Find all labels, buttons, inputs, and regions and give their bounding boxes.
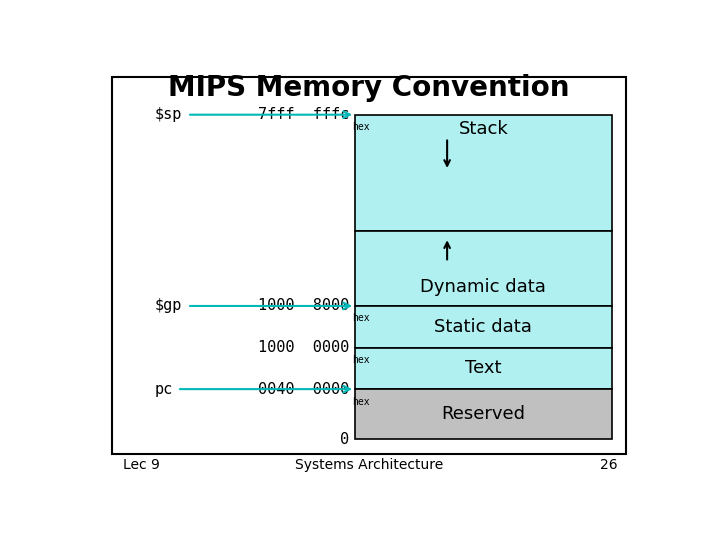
Text: pc: pc	[154, 382, 172, 396]
Text: hex: hex	[352, 396, 370, 407]
Text: Stack: Stack	[459, 120, 508, 138]
Text: 1000  0000: 1000 0000	[258, 340, 349, 355]
Bar	[355, 306, 612, 348]
Text: Text: Text	[465, 359, 502, 377]
Bar	[355, 231, 612, 306]
Bar	[355, 114, 612, 231]
Text: Static data: Static data	[434, 318, 532, 336]
Text: Dynamic data: Dynamic data	[420, 278, 546, 296]
Text: Lec 9: Lec 9	[124, 458, 161, 472]
Text: 0040  0000: 0040 0000	[258, 382, 349, 396]
Text: Systems Architecture: Systems Architecture	[295, 458, 443, 472]
Bar	[355, 348, 612, 389]
Bar	[355, 389, 612, 439]
Text: $sp: $sp	[154, 107, 181, 122]
Text: 1000  8000: 1000 8000	[258, 299, 349, 313]
Text: $gp: $gp	[154, 299, 181, 313]
Text: hex: hex	[352, 122, 370, 132]
Text: 7fff  fffc: 7fff fffc	[258, 107, 349, 122]
Text: 0: 0	[341, 431, 349, 447]
Text: 26: 26	[600, 458, 617, 472]
Text: MIPS Memory Convention: MIPS Memory Convention	[168, 73, 570, 102]
Text: hex: hex	[352, 313, 370, 323]
Text: Reserved: Reserved	[441, 405, 526, 423]
Text: hex: hex	[352, 355, 370, 365]
